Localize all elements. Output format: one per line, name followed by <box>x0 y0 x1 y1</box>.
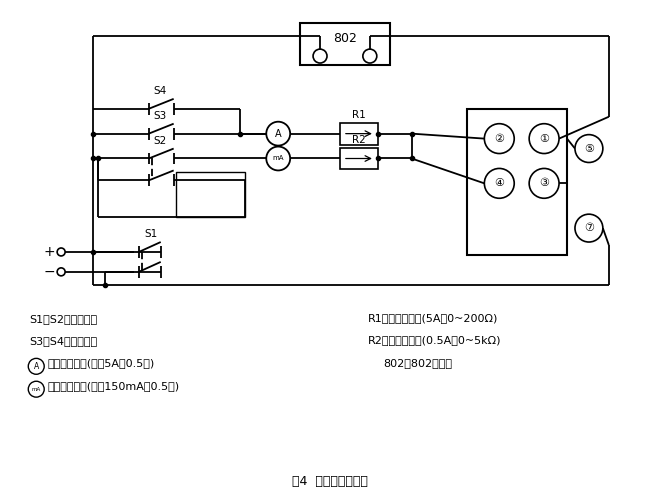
Circle shape <box>575 135 603 163</box>
Text: 802: 802 <box>333 32 357 45</box>
Bar <box>467 109 567 255</box>
Text: −: − <box>44 265 55 279</box>
Circle shape <box>529 169 559 198</box>
Circle shape <box>313 49 327 63</box>
Text: 、直流毫安表(量程150mA、0.5级): 、直流毫安表(量程150mA、0.5级) <box>47 381 179 391</box>
Text: R2: R2 <box>352 135 366 144</box>
Circle shape <box>485 124 514 153</box>
Text: R1: R1 <box>352 110 366 120</box>
Text: A: A <box>275 129 282 139</box>
Text: ④: ④ <box>494 178 504 188</box>
Text: ⑤: ⑤ <box>584 143 594 153</box>
Text: ①: ① <box>539 134 549 143</box>
Circle shape <box>266 122 290 145</box>
Text: 802、802毫秒表: 802、802毫秒表 <box>383 358 451 368</box>
Text: 、直流电流表(量程5A、0.5级): 、直流电流表(量程5A、0.5级) <box>47 358 155 368</box>
Circle shape <box>266 146 290 171</box>
Text: R1、可调电阻器(5A、0~200Ω): R1、可调电阻器(5A、0~200Ω) <box>368 313 498 322</box>
Bar <box>340 123 378 144</box>
Circle shape <box>529 124 559 153</box>
Text: S1、S2：双刀开关: S1、S2：双刀开关 <box>29 314 97 323</box>
Bar <box>340 147 378 170</box>
Text: 图4  产品检测线路图: 图4 产品检测线路图 <box>292 475 368 488</box>
Text: mA: mA <box>272 155 284 162</box>
Bar <box>300 23 390 65</box>
Text: ②: ② <box>494 134 504 143</box>
Text: S2: S2 <box>154 136 167 145</box>
Text: +: + <box>44 245 55 259</box>
Text: S3、S4：单刀开关: S3、S4：单刀开关 <box>29 336 97 347</box>
Text: S4: S4 <box>154 86 167 96</box>
Text: ③: ③ <box>539 178 549 188</box>
Circle shape <box>363 49 377 63</box>
Text: ⑦: ⑦ <box>584 223 594 233</box>
Circle shape <box>28 358 44 374</box>
Text: mA: mA <box>32 387 41 392</box>
Text: S3: S3 <box>154 111 167 121</box>
Text: S1: S1 <box>145 229 158 239</box>
Bar <box>176 173 245 217</box>
Circle shape <box>575 214 603 242</box>
Circle shape <box>28 381 44 397</box>
Circle shape <box>485 169 514 198</box>
Text: A: A <box>34 362 39 371</box>
Text: R2、可调电阻器(0.5A、0~5kΩ): R2、可调电阻器(0.5A、0~5kΩ) <box>368 336 501 346</box>
